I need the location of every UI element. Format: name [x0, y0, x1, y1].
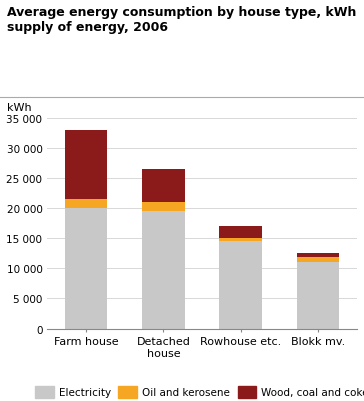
Bar — [65, 209, 107, 329]
Bar — [219, 239, 262, 241]
Bar — [297, 254, 339, 258]
Bar — [142, 170, 185, 203]
Bar — [65, 130, 107, 200]
Text: kWh: kWh — [7, 102, 32, 112]
Bar — [297, 258, 339, 263]
Text: Average energy consumption by house type, kWh
supply of energy, 2006: Average energy consumption by house type… — [7, 6, 357, 34]
Bar — [65, 200, 107, 209]
Bar — [142, 203, 185, 212]
Legend: Electricity, Oil and kerosene, Wood, coal and coke: Electricity, Oil and kerosene, Wood, coa… — [31, 382, 364, 401]
Bar — [219, 227, 262, 239]
Bar — [142, 212, 185, 329]
Bar — [297, 263, 339, 329]
Bar — [219, 241, 262, 329]
